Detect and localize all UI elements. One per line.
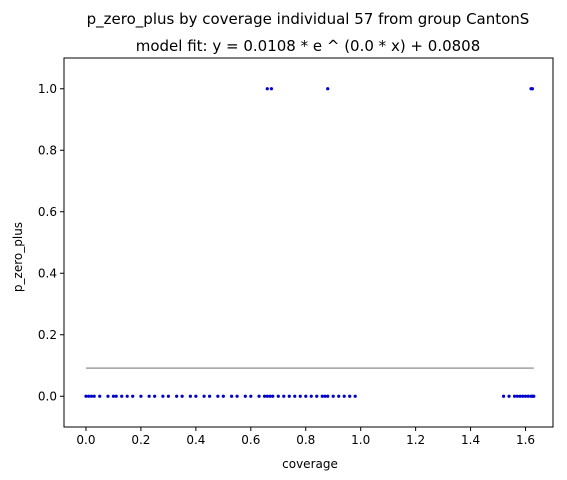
data-point	[106, 395, 109, 398]
data-point	[348, 395, 351, 398]
data-point	[230, 395, 233, 398]
data-point	[270, 87, 273, 90]
data-point	[115, 395, 118, 398]
chart-title: p_zero_plus by coverage individual 57 fr…	[87, 10, 530, 29]
data-point	[148, 395, 151, 398]
data-point	[299, 395, 302, 398]
data-point	[249, 395, 252, 398]
data-point	[161, 395, 164, 398]
data-point	[208, 395, 211, 398]
data-point	[216, 395, 219, 398]
data-point	[203, 395, 206, 398]
data-point	[244, 395, 247, 398]
data-point	[257, 395, 260, 398]
data-point	[288, 395, 291, 398]
data-point	[531, 87, 534, 90]
data-point	[235, 395, 238, 398]
data-point	[181, 395, 184, 398]
data-point	[189, 395, 192, 398]
data-point	[354, 395, 357, 398]
x-tick-label: 0.8	[296, 433, 315, 447]
data-point	[507, 395, 510, 398]
data-point	[131, 395, 134, 398]
data-point	[304, 395, 307, 398]
data-point	[271, 395, 274, 398]
x-axis-label: coverage	[282, 457, 338, 471]
data-point	[126, 395, 129, 398]
y-axis-label: p_zero_plus	[11, 222, 25, 292]
data-point	[167, 395, 170, 398]
data-point	[112, 395, 115, 398]
data-point	[84, 395, 87, 398]
data-point	[326, 395, 329, 398]
y-tick-label: 1.0	[38, 82, 57, 96]
data-point	[194, 395, 197, 398]
data-point	[527, 395, 530, 398]
x-tick-label: 0.6	[241, 433, 260, 447]
data-point	[518, 395, 521, 398]
data-point	[139, 395, 142, 398]
x-tick-label: 0.4	[186, 433, 205, 447]
data-point	[524, 395, 527, 398]
data-point	[323, 395, 326, 398]
data-point	[98, 395, 101, 398]
data-point	[93, 395, 96, 398]
data-point	[282, 395, 285, 398]
y-tick-label: 0.0	[38, 389, 57, 403]
y-tick-label: 0.6	[38, 205, 57, 219]
y-tick-label: 0.4	[38, 266, 57, 280]
chart-subtitle: model fit: y = 0.0108 * e ^ (0.0 * x) + …	[136, 37, 481, 55]
x-tick-label: 1.4	[461, 433, 480, 447]
data-point	[153, 395, 156, 398]
x-tick-label: 1.0	[351, 433, 370, 447]
x-tick-label: 1.6	[516, 433, 535, 447]
data-point	[532, 395, 535, 398]
data-point	[321, 395, 324, 398]
data-point	[521, 395, 524, 398]
data-point	[263, 395, 266, 398]
data-point	[502, 395, 505, 398]
data-point	[266, 395, 269, 398]
data-point	[293, 395, 296, 398]
data-point	[513, 395, 516, 398]
y-tick-label: 0.8	[38, 143, 57, 157]
x-tick-label: 0.0	[76, 433, 95, 447]
data-point	[222, 395, 225, 398]
data-point	[266, 87, 269, 90]
data-point	[87, 395, 90, 398]
y-tick-label: 0.2	[38, 328, 57, 342]
data-point	[516, 395, 519, 398]
data-point	[175, 395, 178, 398]
x-tick-label: 1.2	[406, 433, 425, 447]
data-point	[315, 395, 318, 398]
data-point	[343, 395, 346, 398]
data-point	[90, 395, 93, 398]
data-point	[332, 395, 335, 398]
data-point	[120, 395, 123, 398]
data-point	[310, 395, 313, 398]
data-point	[337, 395, 340, 398]
data-point	[277, 395, 280, 398]
x-tick-label: 0.2	[131, 433, 150, 447]
data-point	[326, 87, 329, 90]
data-point	[268, 395, 271, 398]
